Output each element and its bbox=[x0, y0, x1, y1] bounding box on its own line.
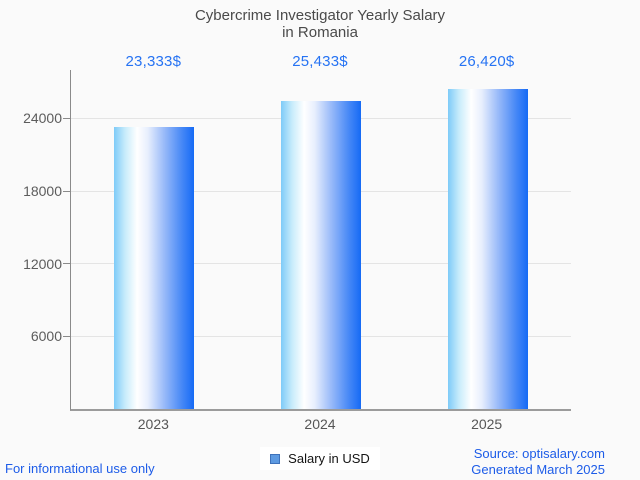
y-axis-tick-18000 bbox=[63, 190, 70, 192]
y-axis-label-12000: 12000 bbox=[23, 255, 62, 272]
bar-2024 bbox=[281, 101, 361, 409]
value-label-row: 23,333$ 25,433$ 26,420$ bbox=[70, 53, 570, 73]
x-axis: 2023 2024 2025 bbox=[70, 416, 570, 434]
y-axis-tick-6000 bbox=[63, 335, 70, 337]
generated-text: Generated March 2025 bbox=[471, 462, 605, 477]
legend: Salary in USD bbox=[0, 447, 640, 470]
source-text: Source: optisalary.com bbox=[473, 446, 605, 461]
chart-title: Cybercrime Investigator Yearly Salary in… bbox=[0, 7, 640, 41]
x-axis-label-2023: 2023 bbox=[137, 416, 169, 432]
legend-label: Salary in USD bbox=[288, 451, 370, 466]
legend-box: Salary in USD bbox=[260, 447, 380, 470]
chart-title-line2: in Romania bbox=[282, 24, 358, 41]
bar-2023 bbox=[114, 126, 195, 409]
value-label-2025: 26,420$ bbox=[458, 53, 515, 70]
value-label-2023: 23,333$ bbox=[125, 53, 182, 70]
y-axis-tick-12000 bbox=[63, 263, 70, 265]
value-label-2024: 25,433$ bbox=[292, 53, 348, 70]
y-axis-tick-24000 bbox=[63, 117, 70, 119]
y-axis-label-18000: 18000 bbox=[23, 183, 62, 200]
x-axis-label-2024: 2024 bbox=[304, 416, 336, 432]
bar-2025 bbox=[447, 89, 528, 409]
x-axis-label-2025: 2025 bbox=[471, 416, 503, 432]
chart-title-line1: Cybercrime Investigator Yearly Salary bbox=[194, 7, 446, 24]
y-axis-label-24000: 24000 bbox=[23, 110, 62, 127]
legend-marker-icon bbox=[270, 453, 281, 464]
source-block: Source: optisalary.com Generated March 2… bbox=[471, 446, 605, 478]
disclaimer-text: For informational use only bbox=[5, 461, 155, 476]
y-axis-label-6000: 6000 bbox=[30, 328, 62, 345]
plot-area: 6000 12000 18000 24000 bbox=[23, 70, 571, 411]
